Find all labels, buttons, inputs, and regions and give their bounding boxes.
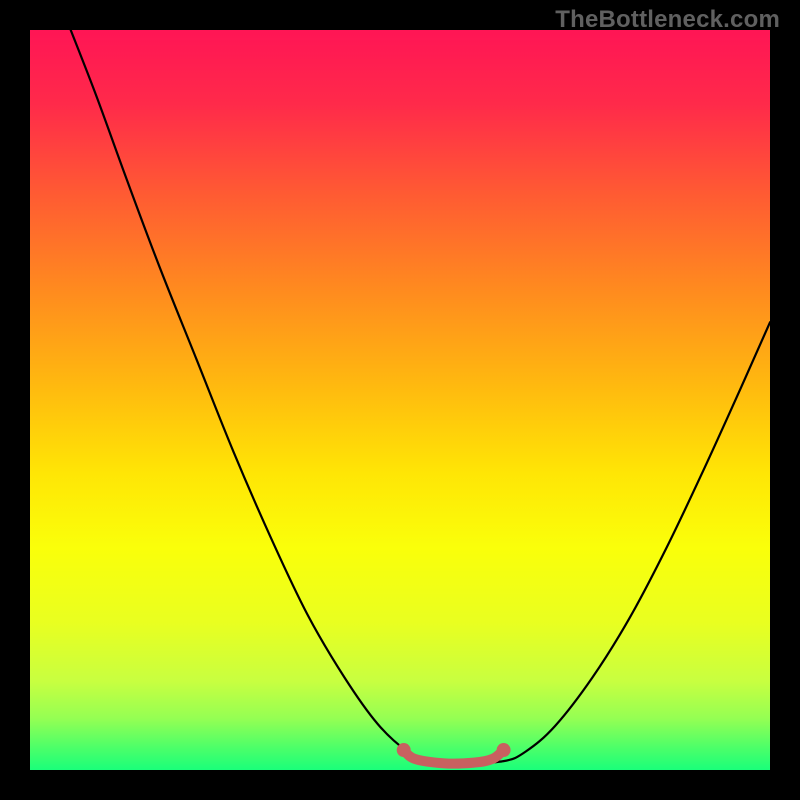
gradient-background (30, 30, 770, 770)
chart-container: TheBottleneck.com (0, 0, 800, 800)
gradient-plot (30, 30, 770, 770)
plot-area (30, 30, 770, 770)
optimal-range-start-dot (397, 743, 411, 757)
optimal-range-end-dot (497, 743, 511, 757)
watermark-text: TheBottleneck.com (555, 6, 780, 34)
